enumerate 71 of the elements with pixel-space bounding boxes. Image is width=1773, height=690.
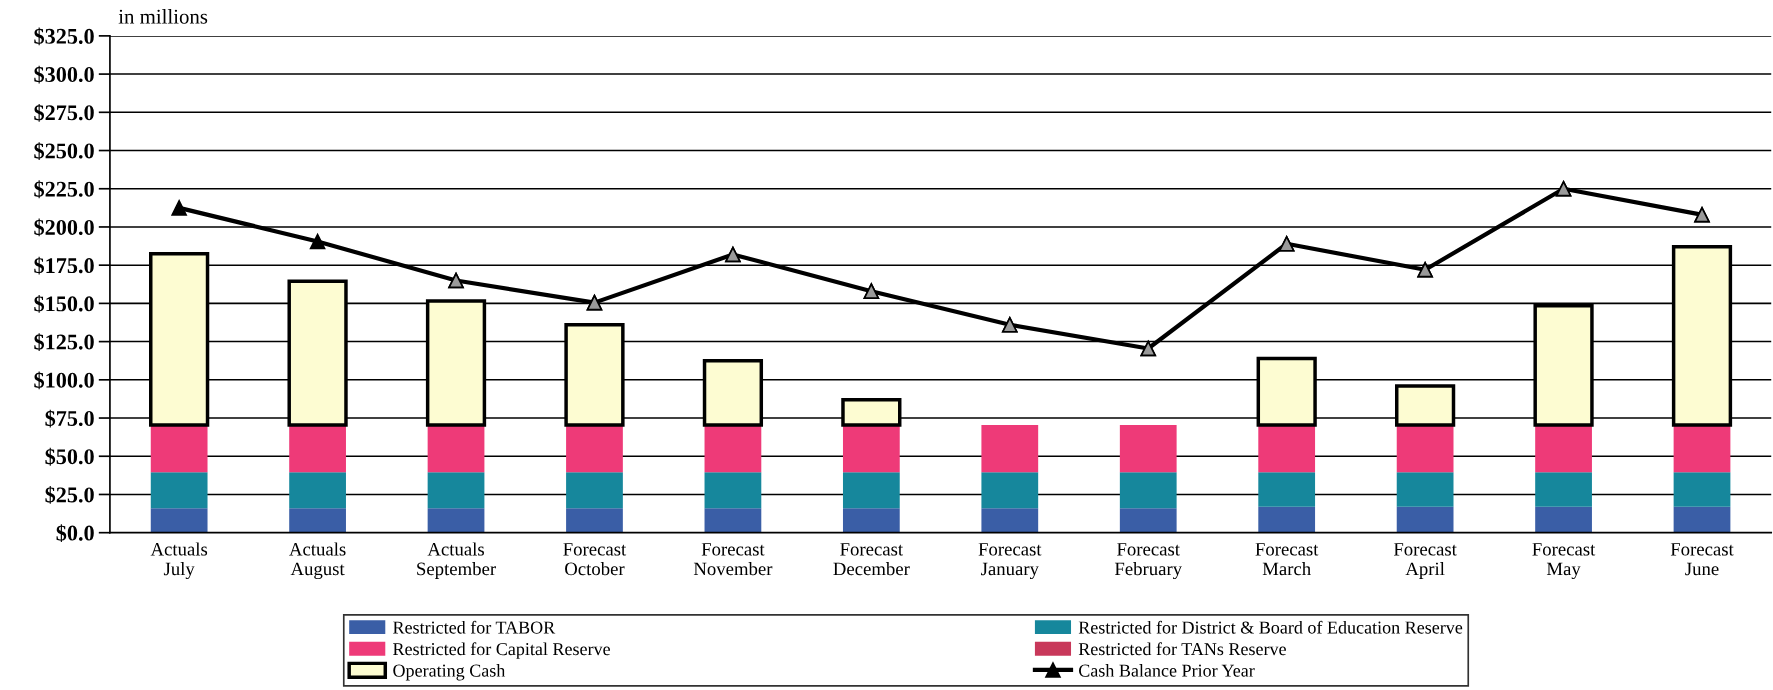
bar [1119,508,1177,533]
bar [981,508,1039,533]
y-axis-title: in millions [118,9,208,24]
bar [1119,472,1177,509]
point [171,200,187,216]
x-tick-label: Forecast March [1255,543,1319,576]
legend-label: Operating Cash [393,664,506,681]
bar [1535,506,1592,533]
legend-label: Cash Balance Prior Year [1078,664,1255,677]
bar [289,424,346,473]
y-tick-label: $25.0 [45,486,94,504]
legend-label: Restricted for District & Board of Education Reserve [1078,620,1463,634]
y-tick-label: $300.0 [34,65,94,84]
bar [1535,424,1592,473]
y-tick-label: $200.0 [34,218,94,237]
bar [1673,424,1731,473]
x-tick-label: Forecast May [1532,543,1596,580]
bar [1396,424,1454,473]
x-tick-label: Forecast February [1114,543,1183,580]
bar [150,424,208,473]
bar [150,508,208,533]
bar [566,508,623,533]
bar [704,472,762,509]
bar [289,508,346,533]
y-tick-label: $75.0 [45,409,94,428]
y-tick-label: $275.0 [34,103,94,122]
bar [1258,472,1316,507]
y-tick-label: $175.0 [34,256,94,275]
x-tick-label: Forecast April [1393,543,1457,580]
bar [427,424,485,473]
legend-label: Restricted for TANs Reserve [1078,642,1286,656]
y-tick-label: $225.0 [34,180,94,199]
bar [289,472,346,509]
bar [1119,424,1177,473]
bar [704,508,762,533]
bar [1258,506,1316,533]
bar [566,424,623,473]
y-tick-label: $250.0 [34,142,94,160]
x-tick-label: Forecast December [833,543,910,576]
y-tick-label: $125.0 [34,333,94,352]
bar [1673,472,1731,507]
x-tick-label: Actuals July [150,542,208,580]
bar [427,472,485,509]
bar [1673,506,1731,533]
bar [842,472,900,509]
legend-label: Restricted for TABOR [393,620,556,634]
x-tick-label: Actuals August [289,542,346,580]
bar [842,424,900,473]
y-tick-label: $325.0 [34,27,94,46]
x-tick-label: Forecast October [563,543,627,576]
x-tick-label: Actuals September [417,542,496,580]
x-tick-label: Forecast November [693,543,773,576]
bar [566,472,623,509]
y-tick-label: $50.0 [45,447,94,466]
x-tick-label: Forecast June [1670,543,1734,576]
y-tick-label: $150.0 [34,295,94,313]
bar [427,508,485,533]
bar [1258,424,1316,473]
bar [1396,506,1454,533]
bar [981,424,1039,473]
legend-label: Restricted for Capital Reserve [393,642,610,659]
bar [1396,472,1454,507]
bar [150,472,208,509]
y-tick-label: $100.0 [34,371,94,390]
bar [981,472,1039,509]
point [309,233,326,250]
bar [704,424,762,473]
y-tick-label: $0.0 [56,524,94,543]
bar [1535,472,1592,507]
x-tick-label: Forecast January [978,543,1042,580]
bar [842,508,900,533]
